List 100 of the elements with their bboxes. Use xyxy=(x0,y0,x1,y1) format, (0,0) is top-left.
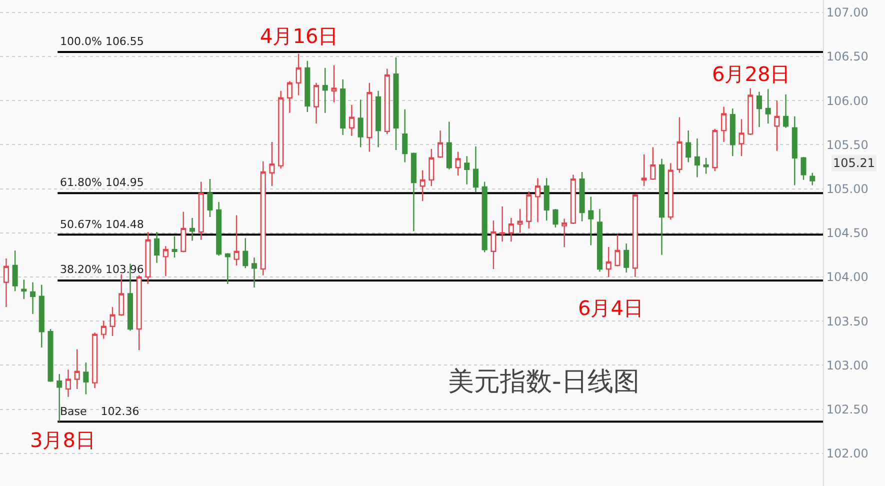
candlestick xyxy=(118,274,124,316)
candlestick xyxy=(756,91,762,128)
candlestick xyxy=(668,162,674,220)
y-tick-label: 102.00 xyxy=(826,446,868,461)
y-tick-label: 105.50 xyxy=(826,138,868,152)
candlestick xyxy=(384,68,390,135)
candlestick xyxy=(154,231,160,264)
candlestick xyxy=(402,108,408,163)
candlestick xyxy=(686,130,692,163)
candlestick xyxy=(534,178,541,223)
candlestick xyxy=(703,157,709,174)
candlestick xyxy=(472,146,478,193)
candlestick xyxy=(508,217,514,242)
candlestick xyxy=(198,181,204,241)
y-tick-label: 104.00 xyxy=(826,270,868,284)
y-tick-label: 105.00 xyxy=(826,182,868,196)
candlestick xyxy=(455,151,461,176)
annotation: 6月28日 xyxy=(712,62,790,86)
candlestick xyxy=(712,128,718,172)
candlestick xyxy=(304,60,310,113)
candlestick xyxy=(748,88,754,136)
candlestick xyxy=(251,256,258,288)
candlestick xyxy=(410,152,416,232)
candlestick xyxy=(482,181,488,253)
candlestick xyxy=(774,100,780,152)
candlestick xyxy=(588,196,594,246)
candlestick xyxy=(242,238,248,269)
candlestick xyxy=(65,368,71,398)
text: 美元指数-日线图 xyxy=(448,367,640,397)
ref-line-label: 50.67% 104.48 xyxy=(60,218,144,231)
candlestick xyxy=(659,158,665,256)
candlestick xyxy=(500,206,506,242)
candlestick xyxy=(810,172,816,186)
candlestick xyxy=(83,362,89,395)
y-tick-label: 107.00 xyxy=(826,6,868,20)
candlestick xyxy=(694,138,700,178)
candlestick xyxy=(30,282,36,315)
candlestick xyxy=(162,245,168,277)
candlestick xyxy=(100,320,106,340)
candlestick xyxy=(207,178,213,218)
candlestick xyxy=(314,82,320,124)
candlestick xyxy=(234,214,240,266)
candlestick xyxy=(366,82,372,152)
candlestick xyxy=(296,53,302,96)
candlestick xyxy=(765,88,771,124)
candlestick xyxy=(74,348,80,390)
candlestick xyxy=(517,208,523,234)
candlestick xyxy=(189,217,196,242)
candlestick xyxy=(56,373,62,422)
candlestick xyxy=(172,236,178,258)
candlestick xyxy=(110,306,116,337)
y-tick-label: 106.50 xyxy=(826,50,868,64)
y-tick-label: 102.50 xyxy=(826,402,868,416)
candlestick xyxy=(340,78,346,136)
candlestick xyxy=(650,146,656,181)
candlestick xyxy=(3,258,9,308)
candlestick xyxy=(348,104,354,136)
candlestick xyxy=(428,148,434,187)
candlestick xyxy=(286,80,292,114)
candlestick xyxy=(48,328,54,383)
candlestick xyxy=(393,56,399,151)
candlestick xyxy=(269,141,275,187)
candlestick xyxy=(490,220,496,270)
annotation: 6月4日 xyxy=(578,296,644,320)
candlestick xyxy=(92,332,98,389)
candlestick xyxy=(738,118,744,157)
candlestick xyxy=(783,94,789,128)
candlestick xyxy=(676,116,682,174)
text: 105.21 xyxy=(833,156,875,170)
candlestick xyxy=(358,99,364,148)
candlestick xyxy=(38,284,44,348)
candlestick xyxy=(606,246,612,278)
candlestick xyxy=(12,250,18,292)
candlestick xyxy=(180,211,186,253)
y-tick-label: 103.00 xyxy=(826,358,868,372)
candlestick xyxy=(21,279,27,300)
ref-line-label: 100.0% 106.55 xyxy=(60,35,144,48)
candlestick xyxy=(632,193,638,278)
candlestick xyxy=(260,160,266,276)
candlestick xyxy=(136,274,142,351)
candlestick xyxy=(800,156,806,181)
candlestick xyxy=(526,190,532,230)
candlestick xyxy=(420,170,426,202)
candlestick xyxy=(331,64,337,103)
candlestick xyxy=(322,67,328,114)
candlestick xyxy=(730,108,736,157)
candlestick xyxy=(446,121,452,170)
candlestick xyxy=(614,234,620,267)
candlestick xyxy=(216,201,222,256)
y-tick-label: 106.00 xyxy=(826,94,868,108)
annotation: 4月16日 xyxy=(260,24,338,48)
candlestick xyxy=(278,90,284,170)
candlestick xyxy=(624,242,630,274)
y-tick-label: 104.50 xyxy=(826,226,868,240)
candlestick xyxy=(570,174,576,225)
candlestick xyxy=(552,208,558,228)
candlestick xyxy=(544,178,550,222)
candlestick xyxy=(464,156,470,185)
candlestick xyxy=(792,116,798,186)
candlestick xyxy=(145,231,151,285)
